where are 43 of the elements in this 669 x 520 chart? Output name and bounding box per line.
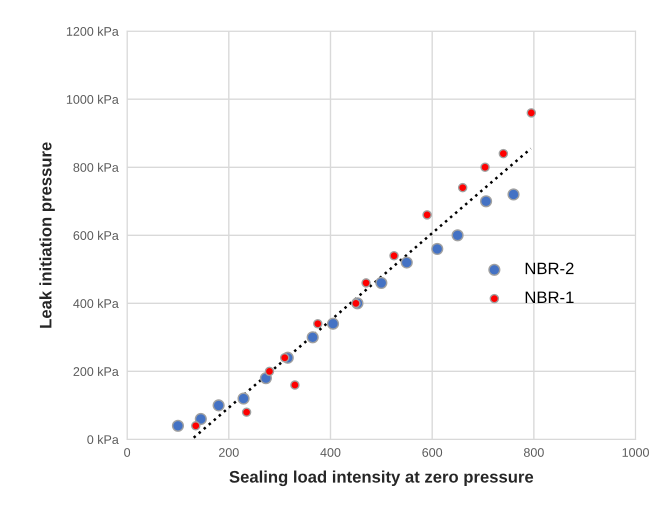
- x-axis-title: Sealing load intensity at zero pressure: [229, 470, 534, 486]
- x-tick-label: 600: [422, 448, 442, 457]
- point: [375, 276, 388, 289]
- point: [498, 148, 508, 158]
- point: [194, 412, 207, 426]
- point: [422, 210, 432, 220]
- point: [452, 229, 464, 242]
- point: [400, 256, 413, 269]
- legend-label: NBR-2: [526, 262, 574, 274]
- point: [480, 195, 492, 208]
- point: [280, 353, 290, 363]
- y-tick-label: 0 kPa: [87, 434, 119, 444]
- y-tick-label: 600 kPa: [74, 230, 119, 240]
- y-tick-label: 1000 kPa: [66, 94, 119, 104]
- x-tick-label: 0: [124, 448, 130, 457]
- point: [237, 392, 250, 405]
- y-tick-label: 1200 kPa: [66, 26, 119, 36]
- point: [313, 319, 323, 328]
- point: [242, 407, 252, 417]
- x-tick-label: 800: [524, 448, 544, 457]
- x-tick-label: 1000: [622, 448, 649, 457]
- point: [306, 331, 319, 344]
- point: [431, 242, 444, 255]
- point: [351, 298, 361, 308]
- point: [290, 380, 300, 390]
- legend-label: NBR-1: [526, 292, 574, 304]
- x-tick-label: 200: [219, 448, 239, 457]
- point: [191, 421, 200, 431]
- point: [507, 188, 520, 201]
- point: [264, 366, 274, 376]
- y-tick-label: 200 kPa: [74, 366, 119, 376]
- x-tick-label: 400: [320, 448, 340, 457]
- y-tick-label: 800 kPa: [73, 162, 119, 172]
- point: [326, 318, 340, 330]
- point: [172, 420, 184, 432]
- y-tick-label: 400 kPa: [73, 298, 119, 308]
- point: [361, 278, 371, 288]
- point: [458, 182, 468, 192]
- point: [526, 108, 536, 118]
- point: [389, 250, 399, 260]
- y-axis-title: Leak initiation pressure: [39, 142, 55, 328]
- point: [480, 162, 490, 172]
- point: [212, 399, 225, 412]
